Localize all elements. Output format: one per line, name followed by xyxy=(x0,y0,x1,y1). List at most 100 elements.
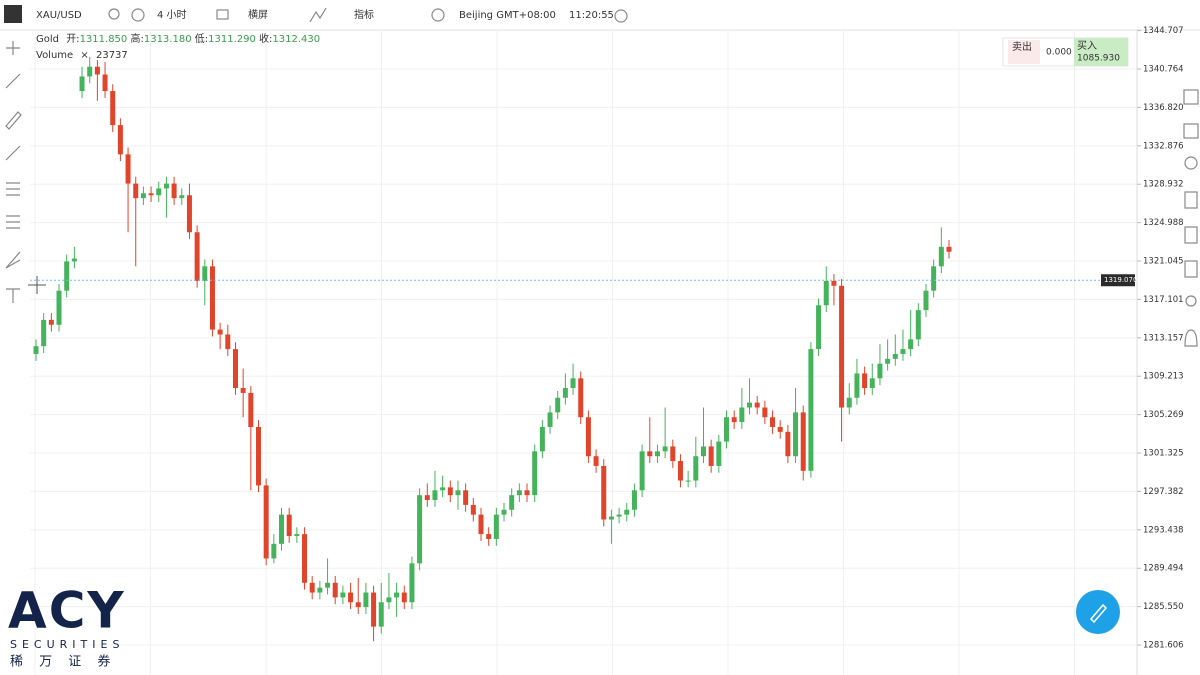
interval-icon[interactable] xyxy=(131,8,145,22)
y-tick-label: 1332.876 xyxy=(1143,141,1184,151)
candle-body xyxy=(931,266,937,291)
candle-body xyxy=(424,495,430,501)
avatar[interactable] xyxy=(4,5,22,23)
search-icon[interactable] xyxy=(108,8,120,20)
legend-open: 1311.850 xyxy=(80,34,128,45)
candle-body xyxy=(94,66,100,75)
legend-high-label: 高: xyxy=(130,32,143,45)
globe-icon[interactable] xyxy=(431,8,445,22)
candle-body xyxy=(616,514,622,517)
pen-tool[interactable] xyxy=(5,111,22,130)
gann-tool[interactable] xyxy=(5,251,21,269)
clock: 11:20:55 xyxy=(569,10,614,21)
timezone[interactable]: Beijing GMT+08:00 xyxy=(459,10,556,21)
legend-low-label: 低: xyxy=(195,32,208,45)
interval[interactable]: 4 小时 xyxy=(157,9,187,21)
pattern-tool[interactable] xyxy=(6,215,20,229)
crosshair-tool[interactable] xyxy=(6,41,20,55)
candle-body xyxy=(455,490,461,496)
candle-body xyxy=(33,346,39,354)
logo-sub: SECURITIES xyxy=(10,638,124,651)
indicator-icon[interactable] xyxy=(309,7,327,23)
alert-icon[interactable] xyxy=(1184,329,1198,347)
candle-body xyxy=(171,183,177,199)
candle-body xyxy=(71,258,77,262)
volume-close[interactable]: × xyxy=(80,50,88,61)
candle-body xyxy=(255,426,261,486)
orientation-icon[interactable] xyxy=(216,9,229,20)
candle-body xyxy=(601,465,607,520)
candle-body xyxy=(271,543,277,559)
settings-icon[interactable] xyxy=(614,9,628,23)
candle-body xyxy=(639,451,645,491)
candle-body xyxy=(900,349,906,354)
candle-body xyxy=(225,334,231,350)
candle-body xyxy=(670,446,676,462)
candle-body xyxy=(946,246,952,252)
logo: ACY SECURITIES 稀 万 证 券 xyxy=(8,582,124,670)
y-tick-label: 1297.382 xyxy=(1143,487,1184,497)
chart-icon[interactable] xyxy=(1183,89,1199,105)
candle-body xyxy=(785,431,791,457)
brush-tool[interactable] xyxy=(5,145,21,161)
candle-body xyxy=(839,285,845,408)
candle-body xyxy=(593,456,599,466)
candle-body xyxy=(923,290,929,311)
y-tick-label: 1289.494 xyxy=(1143,564,1184,574)
candle-body xyxy=(209,266,215,330)
candle-body xyxy=(202,266,208,281)
candle-body xyxy=(110,91,116,126)
text-tool[interactable] xyxy=(6,288,20,303)
candle-body xyxy=(908,339,914,350)
volume-legend: Volume × 23737 xyxy=(36,50,128,61)
candle-body xyxy=(654,451,660,457)
candle-body xyxy=(240,388,246,393)
note-icon[interactable] xyxy=(1184,226,1198,244)
y-tick-label: 1309.213 xyxy=(1143,372,1184,382)
candle-body xyxy=(286,514,292,537)
orientation[interactable]: 横屏 xyxy=(248,8,268,21)
candle-body xyxy=(48,319,54,325)
candle-body xyxy=(823,280,829,306)
draw-button-icon xyxy=(1089,603,1108,624)
indicators[interactable]: 指标 xyxy=(354,8,374,21)
legend-name: Gold xyxy=(36,34,59,45)
candle-body xyxy=(386,597,392,603)
last-price-label: 1319.070 xyxy=(1104,276,1137,284)
y-tick-label: 1344.707 xyxy=(1143,26,1184,36)
candle-body xyxy=(470,504,476,515)
candle-body xyxy=(156,188,162,196)
candle-body xyxy=(463,490,469,505)
candle-body xyxy=(578,378,584,418)
candle-body xyxy=(232,349,238,389)
y-tick-label: 1281.606 xyxy=(1143,641,1184,651)
y-tick-label: 1285.550 xyxy=(1143,602,1184,612)
candle-body xyxy=(700,446,706,457)
draw-button[interactable] xyxy=(1076,590,1120,634)
symbol[interactable]: XAU/USD xyxy=(36,10,82,21)
candle-body xyxy=(685,480,691,482)
sell-label[interactable]: 卖出 xyxy=(1012,40,1032,53)
report-icon[interactable] xyxy=(1184,260,1198,278)
account-icon[interactable] xyxy=(1185,295,1197,307)
idea-icon[interactable] xyxy=(1184,156,1198,170)
volume-label: Volume xyxy=(36,50,73,61)
candle-body xyxy=(179,195,185,199)
list-icon[interactable] xyxy=(1184,191,1198,209)
candle-body xyxy=(309,582,315,593)
candle-body xyxy=(117,125,123,155)
sell-button[interactable] xyxy=(1008,40,1040,64)
candle-body xyxy=(125,154,131,184)
candle-body xyxy=(631,490,637,510)
legend-high: 1313.180 xyxy=(144,34,192,45)
buy-label[interactable]: 买入 xyxy=(1077,40,1097,52)
y-tick-label: 1324.988 xyxy=(1143,218,1184,228)
buy-button[interactable] xyxy=(1074,38,1128,66)
candle-body xyxy=(524,490,530,496)
line-tool[interactable] xyxy=(5,73,21,89)
candle-body xyxy=(516,490,522,496)
calendar-icon[interactable] xyxy=(1183,123,1199,139)
candle-body xyxy=(194,232,200,281)
candle-body xyxy=(608,516,614,520)
fib-tool[interactable] xyxy=(6,182,20,196)
